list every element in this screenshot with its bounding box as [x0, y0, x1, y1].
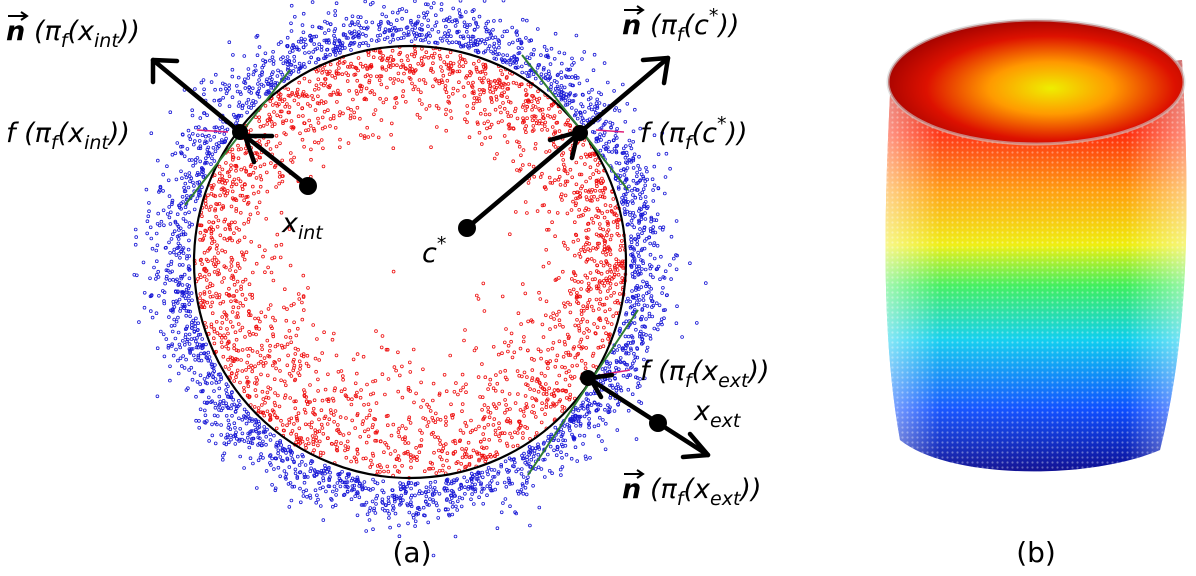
boundary-circle — [192, 44, 628, 480]
label-x-ext: xext — [693, 396, 742, 432]
dot-f-c — [572, 125, 588, 141]
caption-a: (a) — [392, 536, 431, 569]
cylinder-top-rim — [886, 18, 1186, 146]
arrow-xint-to-fint — [242, 133, 311, 189]
marker-f-c — [595, 129, 625, 133]
label-f-int: f (πf(xint)) — [6, 118, 130, 154]
dot-f-ext — [580, 370, 596, 386]
panel-b-cylinder-render: (b) — [885, 18, 1187, 569]
panel-a-diagram: n (πf(xint)) f (πf(xint)) xint c* n (πf(… — [6, 0, 770, 569]
marker-f-int — [196, 129, 229, 133]
tangent-line-c — [521, 54, 629, 191]
cylinder-dot-texture — [885, 60, 1187, 472]
normal-arrowhead-ext — [680, 431, 711, 460]
label-n-c: n (πf(c*)) — [622, 5, 739, 46]
normal-arrowhead-int — [150, 57, 180, 85]
dot-c-star — [458, 219, 476, 237]
cylinder-top-opening — [888, 20, 1184, 144]
label-x-int: xint — [281, 208, 324, 244]
arrow-c-to-normal — [464, 55, 671, 231]
label-n-int: n (πf(xint)) — [6, 16, 140, 52]
vector-arrow-marks — [8, 5, 645, 479]
normal-arrowhead-c — [640, 55, 671, 86]
tangent-line-ext — [527, 309, 639, 476]
dot-x-int — [299, 177, 317, 195]
label-f-ext: f (πf(xext)) — [640, 356, 770, 392]
normal-arrow-ext — [585, 375, 711, 458]
normal-arrow-int — [150, 57, 243, 135]
dot-f-int — [232, 124, 248, 140]
dot-x-ext — [649, 414, 667, 432]
label-n-ext: n (πf(xext)) — [622, 474, 761, 510]
caption-b: (b) — [1016, 536, 1056, 569]
label-f-c: f (πf(c*)) — [640, 113, 748, 154]
label-c-star: c* — [422, 233, 446, 269]
